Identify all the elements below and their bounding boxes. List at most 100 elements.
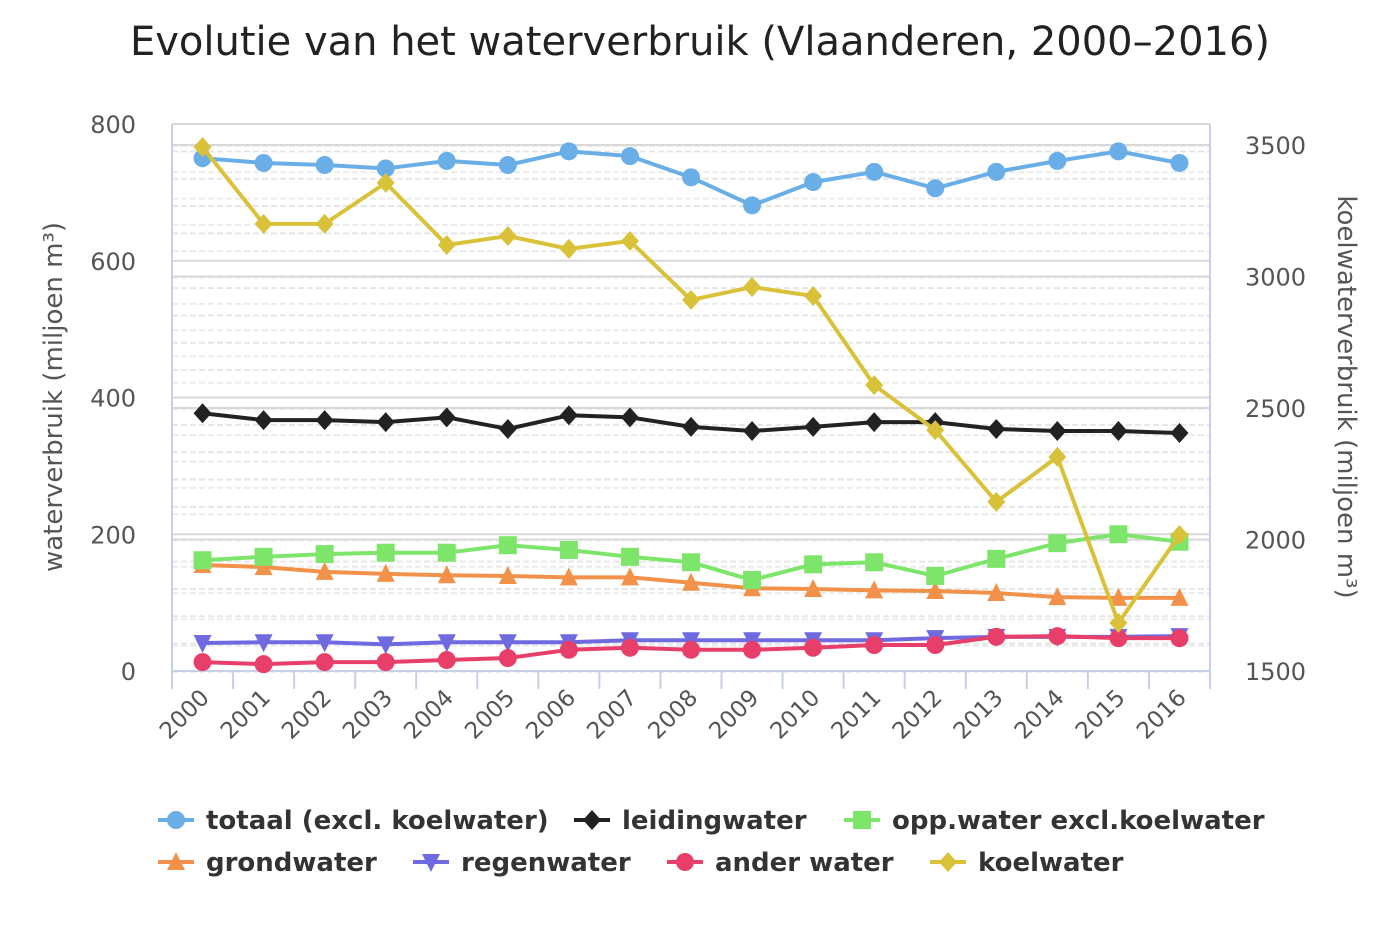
data-point [987, 627, 1006, 646]
data-point [804, 638, 823, 657]
data-point [437, 234, 456, 255]
data-point [926, 566, 945, 585]
data-point [193, 653, 212, 672]
data-point [583, 810, 601, 830]
data-point [676, 853, 694, 871]
data-point [743, 421, 762, 442]
data-point [376, 172, 395, 193]
data-point [254, 655, 273, 674]
y-tick-label-right: 2500 [1245, 395, 1306, 423]
data-point [422, 854, 440, 872]
data-point [987, 418, 1006, 439]
data-point [682, 416, 700, 437]
series-group [193, 137, 1189, 674]
data-point [926, 636, 945, 655]
data-point [559, 142, 578, 161]
data-point [254, 410, 273, 431]
legend: totaal (excl. koelwater) leidingwater opp.… [158, 806, 1265, 878]
y-tick-label-left: 600 [90, 248, 136, 276]
legend-label: koelwater [978, 848, 1124, 878]
data-point [1109, 587, 1128, 606]
data-point [620, 638, 639, 657]
legend-label: grondwater [206, 848, 377, 878]
series-leidingwater [193, 403, 1189, 444]
legend-item[interactable]: koelwater [930, 848, 1124, 878]
data-point [437, 151, 456, 170]
x-tick-label: 2006 [521, 685, 581, 745]
data-point [193, 403, 212, 424]
data-point [804, 416, 823, 437]
data-point [743, 277, 762, 298]
legend-label: leidingwater [622, 806, 807, 836]
data-point [804, 578, 823, 597]
legend-label: opp.water excl.koelwater [892, 806, 1265, 836]
data-point [315, 653, 334, 672]
data-point [254, 634, 273, 653]
legend-item[interactable]: ander water [667, 848, 894, 878]
data-point [315, 156, 334, 175]
data-point [315, 410, 334, 431]
series-koelwater [193, 137, 1189, 633]
data-point [1109, 612, 1128, 633]
data-point [743, 196, 762, 215]
grid [172, 123, 1210, 673]
data-point [167, 811, 185, 829]
data-point [498, 156, 517, 175]
data-point [193, 137, 212, 158]
y-tick-label-right: 3500 [1245, 132, 1306, 160]
data-point [865, 375, 884, 396]
legend-item[interactable]: leidingwater [574, 806, 807, 836]
data-point [853, 811, 871, 829]
data-point [620, 547, 639, 566]
data-point [865, 580, 884, 599]
data-point [376, 653, 395, 672]
x-tick-label: 2015 [1071, 685, 1131, 745]
data-point [1170, 587, 1189, 606]
y-tick-label-left: 400 [90, 385, 136, 413]
data-point [682, 553, 700, 572]
legend-item[interactable]: regenwater [413, 848, 631, 878]
y-axis-label-right: koelwaterverbruik (miljoen m³) [1331, 195, 1361, 598]
series-ander-water [193, 627, 1189, 674]
legend-item[interactable]: grondwater [158, 848, 377, 878]
data-point [987, 162, 1006, 181]
data-point [498, 418, 517, 439]
data-point [498, 536, 517, 555]
series-totaal-excl-koelwater- [193, 142, 1189, 215]
x-tick-label: 2011 [827, 685, 887, 745]
data-point [1170, 153, 1189, 172]
data-point [498, 225, 517, 246]
y-tick-label-right: 1500 [1245, 658, 1306, 686]
data-point [498, 634, 517, 653]
data-point [1048, 446, 1067, 467]
data-point [498, 649, 517, 668]
y-tick-label-right: 2000 [1245, 527, 1306, 555]
y-tick-label-left: 200 [90, 521, 136, 549]
data-point [437, 543, 456, 562]
legend-item[interactable]: totaal (excl. koelwater) [158, 806, 549, 836]
x-tick-label: 2004 [399, 685, 459, 745]
legend-item[interactable]: opp.water excl.koelwater [844, 806, 1265, 836]
data-point [376, 159, 395, 178]
data-point [437, 634, 456, 653]
x-tick-label: 2016 [1132, 685, 1192, 745]
x-tick-label: 2002 [277, 685, 337, 745]
x-tick-label: 2009 [705, 685, 765, 745]
data-point [926, 581, 945, 600]
data-point [939, 852, 957, 872]
data-point [1109, 629, 1128, 648]
data-point [1170, 525, 1189, 546]
data-point [167, 852, 185, 870]
data-point [1048, 587, 1067, 606]
data-point [682, 168, 700, 187]
data-point [865, 162, 884, 181]
data-point [926, 420, 945, 441]
data-point [559, 405, 578, 426]
data-point [559, 567, 578, 586]
data-point [315, 545, 334, 564]
data-point [620, 147, 639, 166]
x-tick-label: 2007 [582, 685, 642, 745]
data-point [315, 213, 334, 234]
data-point [804, 173, 823, 192]
